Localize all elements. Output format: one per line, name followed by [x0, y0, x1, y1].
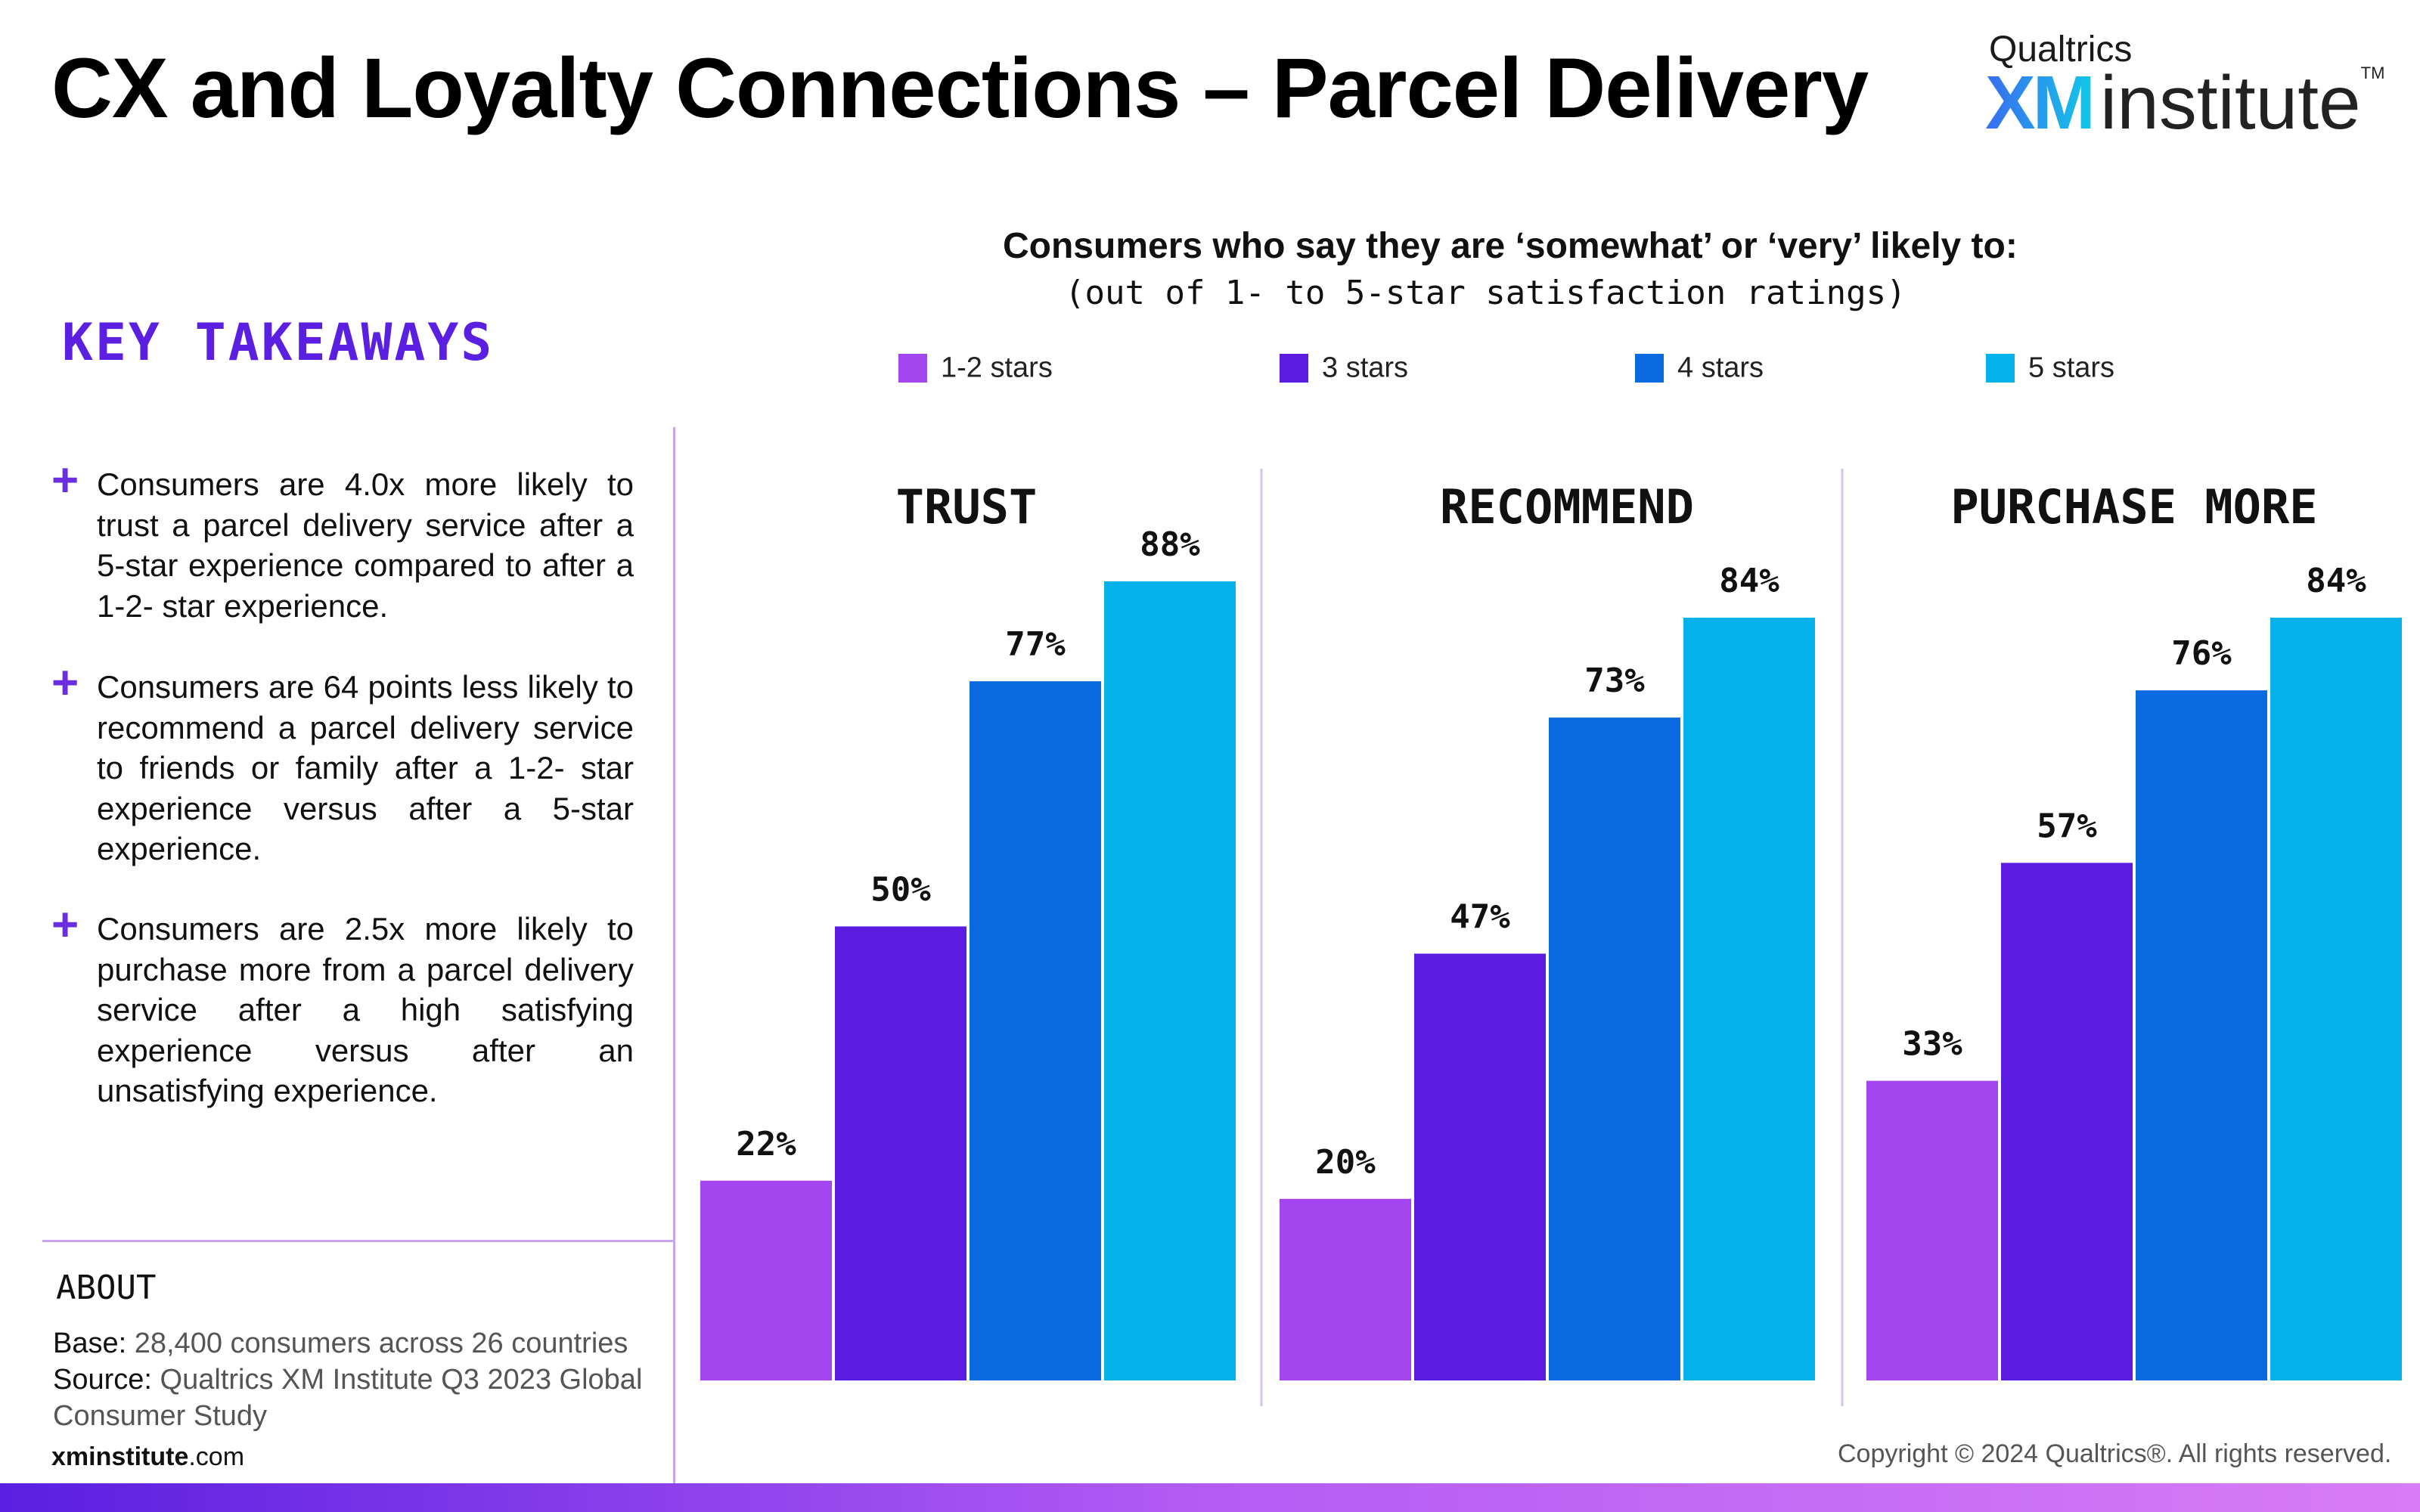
legend-item: 5 stars	[1986, 351, 2114, 389]
base-value: 28,400 consumers across 26 countries	[126, 1328, 628, 1359]
category-label: RECOMMEND	[1440, 479, 1694, 534]
source-label: Source:	[53, 1364, 152, 1396]
bar	[2001, 863, 2133, 1380]
takeaway-item: + Consumers are 2.5x more likely to purc…	[51, 899, 634, 1111]
takeaway-item: + Consumers are 4.0x more likely to trus…	[51, 454, 634, 626]
bar-value-label: 84%	[1719, 562, 1779, 600]
bar-value-label: 22%	[736, 1125, 796, 1163]
xm-institute-logo: XM instituteTM	[1985, 65, 2384, 141]
legend-label: 4 stars	[1677, 352, 1764, 384]
bar	[970, 681, 1101, 1380]
site-rest: .com	[188, 1442, 245, 1471]
bar-value-label: 73%	[1584, 662, 1645, 700]
bar	[700, 1180, 832, 1380]
legend-swatch	[1986, 353, 2015, 383]
bar	[1683, 618, 1815, 1380]
legend-item: 1-2 stars	[898, 351, 1053, 389]
about-source: Source: Qualtrics XM Institute Q3 2023 G…	[53, 1364, 642, 1396]
bar	[2136, 690, 2267, 1380]
bar	[1280, 1198, 1411, 1380]
source-value-cont: Consumer Study	[53, 1400, 268, 1432]
site-bold: xminstitute	[51, 1442, 189, 1471]
legend-swatch	[898, 353, 927, 383]
legend-swatch	[1280, 353, 1308, 383]
about-heading: ABOUT	[56, 1269, 157, 1307]
takeaway-item: + Consumers are 64 points less likely to…	[51, 657, 634, 869]
logo-xm-text: XM	[1985, 60, 2096, 145]
bar	[1414, 953, 1546, 1380]
base-label: Base:	[53, 1328, 127, 1359]
plus-icon: +	[51, 454, 79, 507]
bar-value-label: 47%	[1450, 897, 1510, 936]
bar	[835, 926, 966, 1380]
chart-title: Consumers who say they are ‘somewhat’ or…	[1003, 226, 2018, 266]
bar-value-label: 33%	[1902, 1025, 1962, 1064]
legend-label: 1-2 stars	[941, 352, 1053, 384]
legend-label: 5 stars	[2028, 352, 2115, 384]
category-label: TRUST	[896, 479, 1038, 534]
source-value: Qualtrics XM Institute Q3 2023 Global	[151, 1364, 643, 1396]
logo-qualtrics-text: Qualtrics	[1989, 29, 2133, 70]
key-takeaways-heading: KEY TAKEAWAYS	[62, 313, 495, 373]
bottom-gradient-bar	[0, 1483, 2420, 1512]
vertical-divider	[673, 427, 675, 1486]
plus-icon: +	[51, 899, 79, 951]
bar-value-label: 76%	[2171, 634, 2232, 673]
bar	[2270, 618, 2402, 1380]
horizontal-divider	[42, 1240, 674, 1242]
bar-value-label: 84%	[2306, 562, 2366, 600]
bar-value-label: 57%	[2037, 807, 2097, 845]
bar	[1549, 717, 1680, 1380]
category-label: PURCHASE MORE	[1950, 479, 2317, 534]
legend-label: 3 stars	[1322, 352, 1409, 384]
takeaway-text: Consumers are 4.0x more likely to trust …	[97, 466, 634, 624]
bar-value-label: 20%	[1315, 1143, 1376, 1182]
site-link[interactable]: xminstitute.com	[51, 1442, 244, 1472]
about-source-cont: Consumer Study	[53, 1400, 267, 1433]
takeaway-text: Consumers are 2.5x more likely to purcha…	[97, 911, 634, 1108]
bar	[1866, 1080, 1998, 1380]
copyright-text: Copyright © 2024 Qualtrics®. All rights …	[1838, 1439, 2392, 1468]
legend-swatch	[1635, 353, 1664, 383]
bar-value-label: 88%	[1140, 525, 1200, 564]
legend-item: 3 stars	[1280, 351, 1408, 389]
about-base: Base: 28,400 consumers across 26 countri…	[53, 1328, 628, 1360]
bar-value-label: 77%	[1005, 625, 1066, 664]
takeaway-text: Consumers are 64 points less likely to r…	[97, 669, 634, 866]
bar-value-label: 50%	[870, 870, 931, 909]
page-title: CX and Loyalty Connections – Parcel Deli…	[51, 41, 1869, 135]
legend-item: 4 stars	[1635, 351, 1764, 389]
logo-institute-text: institute	[2100, 60, 2361, 145]
chart-subtitle: (out of 1- to 5-star satisfaction rating…	[1065, 274, 1907, 312]
logo-tm-text: TM	[2360, 64, 2385, 82]
bar	[1104, 581, 1236, 1380]
plus-icon: +	[51, 657, 79, 709]
